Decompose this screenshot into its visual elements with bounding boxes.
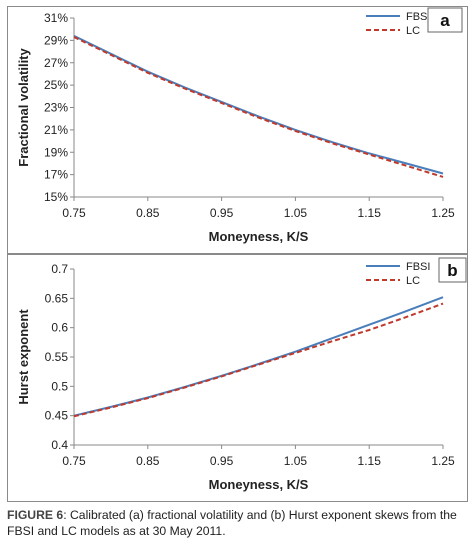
y-tick-label: 27%	[44, 56, 68, 70]
y-tick-label: 15%	[44, 190, 68, 204]
x-tick-label: 1.25	[431, 454, 455, 468]
panel-label: a	[440, 11, 450, 30]
chart-panel-b	[7, 254, 468, 502]
y-tick-label: 29%	[44, 33, 68, 47]
y-tick-label: 0.5	[51, 379, 68, 393]
x-tick-label: 1.05	[284, 206, 308, 220]
series-line-lc	[73, 36, 444, 178]
panel-label-box	[438, 257, 467, 283]
legend-label-lc: LC	[406, 25, 420, 37]
x-tick-label: 0.75	[62, 206, 86, 220]
y-tick-label: 0.65	[45, 291, 69, 305]
legend-label-lc: LC	[406, 275, 420, 287]
y-axis-label: Fractional volatility	[16, 47, 31, 166]
x-axis-label: Moneyness, K/S	[209, 229, 309, 244]
y-tick-label: 31%	[44, 11, 68, 25]
chart-panel-a	[7, 6, 468, 254]
panel-label-box	[427, 7, 463, 33]
x-tick-label: 1.15	[358, 454, 382, 468]
y-tick-label: 0.6	[51, 321, 68, 335]
legend-label-fbsi: FBSI	[406, 261, 430, 273]
caption-text: : Calibrated (a) fractional volatility a…	[7, 508, 457, 538]
y-tick-label: 25%	[44, 78, 68, 92]
x-axis-label: Moneyness, K/S	[209, 477, 309, 492]
x-tick-label: 0.95	[210, 206, 234, 220]
y-tick-label: 21%	[44, 123, 68, 137]
y-tick-label: 0.45	[45, 409, 69, 423]
caption-label: FIGURE 6	[7, 508, 64, 522]
x-tick-label: 0.75	[62, 454, 86, 468]
x-tick-label: 1.25	[431, 206, 455, 220]
legend-label-fbsi: FBSI	[406, 11, 430, 23]
series-line-fbsi	[73, 296, 444, 417]
charts-svg: 15% 17% 19% 21% 23% 25% 27% 29% 31% 0.75 0.85 0.95 1…	[16, 7, 467, 492]
y-tick-label: 0.55	[45, 350, 69, 364]
y-tick-label: 23%	[44, 101, 68, 115]
y-tick-label: 0.4	[51, 438, 68, 452]
figure-caption: FIGURE 6: Calibrated (a) fractional vola…	[7, 507, 467, 539]
x-tick-label: 1.05	[284, 454, 308, 468]
x-tick-label: 1.15	[358, 206, 382, 220]
y-axis-label: Hurst exponent	[16, 309, 31, 405]
y-tick-label: 0.7	[51, 262, 68, 276]
x-tick-label: 0.85	[136, 454, 160, 468]
panel-label: b	[447, 261, 457, 280]
y-tick-label: 19%	[44, 145, 68, 159]
y-tick-label: 17%	[44, 168, 68, 182]
x-tick-label: 0.95	[210, 454, 234, 468]
series-line-fbsi	[73, 35, 444, 175]
series-line-lc	[73, 302, 444, 418]
x-tick-label: 0.85	[136, 206, 160, 220]
